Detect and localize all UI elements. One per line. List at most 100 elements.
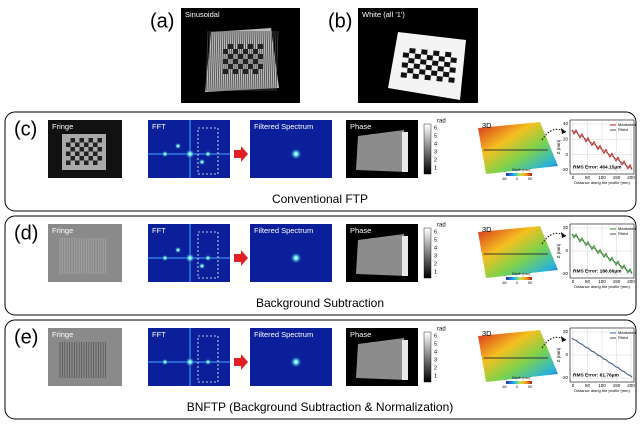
fft-peak <box>205 359 212 366</box>
colorbar-tick: 1 <box>434 373 437 379</box>
plot-ytick: 20 <box>563 137 569 142</box>
depth-tick: 0 <box>516 177 518 181</box>
colorbar-unit: rad <box>437 327 446 333</box>
arrow <box>234 146 248 162</box>
colorbar-unit: rad <box>437 223 446 229</box>
checker <box>80 156 85 161</box>
fft-peak <box>162 359 169 366</box>
colorbar-tick: 6 <box>434 125 437 131</box>
panel-caption: Conventional FTP <box>272 192 368 206</box>
checker <box>424 75 430 81</box>
depth-colorbar <box>506 381 532 384</box>
plot-xlabel: Distance along the profile (mm) <box>574 388 630 393</box>
checker <box>436 76 442 82</box>
checker <box>253 69 258 74</box>
callout-head <box>561 336 566 342</box>
checker <box>438 56 444 62</box>
callout-head <box>561 232 566 238</box>
checker <box>93 143 98 148</box>
depth-tick: 50 <box>528 385 532 389</box>
plot-ytick: 20 <box>563 329 569 334</box>
colorbar-tick: 2 <box>434 261 437 267</box>
checker <box>89 138 94 143</box>
phase-surface <box>356 338 408 380</box>
image-caption: Sinusoidal <box>185 10 220 19</box>
phase-edge <box>402 132 408 172</box>
image-title: Phase <box>350 122 371 131</box>
checker <box>75 143 80 148</box>
colorbar-tick: 3 <box>434 149 437 155</box>
checker <box>248 54 253 59</box>
checker <box>233 49 238 54</box>
checker <box>420 59 426 65</box>
depth-tick: 0 <box>516 281 518 285</box>
checker <box>223 59 228 64</box>
image-title: FFT <box>152 226 166 235</box>
checker <box>425 65 431 71</box>
checker <box>431 70 437 76</box>
checker <box>75 161 80 166</box>
checker <box>80 138 85 143</box>
panel-caption: Background Subtraction <box>256 296 384 310</box>
rms-error: RMS Error: 186.66μm <box>573 268 622 274</box>
image-title: Fringe <box>52 330 73 339</box>
checker <box>89 147 94 152</box>
checker <box>238 54 243 59</box>
fft-peak <box>199 263 206 270</box>
page: {"top": [ {"label": "(a)", "inset": "Sin… <box>0 0 642 427</box>
checker <box>228 54 233 59</box>
rms-error: RMS Error: 61.76μm <box>573 372 619 378</box>
checker <box>403 52 409 58</box>
fft-peak <box>185 357 195 367</box>
checker <box>437 66 443 72</box>
plot-xlabel: Distance along the profile (mm) <box>574 180 630 185</box>
fft-peak <box>185 149 195 159</box>
colorbar-tick: 5 <box>434 133 437 139</box>
checker <box>409 48 415 54</box>
colorbar-tick: 3 <box>434 357 437 363</box>
depth-tick: -50 <box>501 385 506 389</box>
checker <box>419 69 425 75</box>
colorbar-tick: 2 <box>434 365 437 371</box>
checker <box>258 64 263 69</box>
checker <box>66 143 71 148</box>
callout-head <box>561 128 566 134</box>
depth-tick: 50 <box>528 177 532 181</box>
checker <box>248 64 253 69</box>
checker <box>253 49 258 54</box>
figure: (a)Sinusoidal(b)White (all '1')(c)Fringe… <box>0 0 642 427</box>
colorbar-tick: 5 <box>434 341 437 347</box>
plot-ytick: 0 <box>565 152 568 157</box>
colorbar-tick: 4 <box>434 245 437 251</box>
phase-surface <box>356 130 408 172</box>
image-title: Filtered Spectrum <box>254 226 313 235</box>
fft-peak <box>162 151 169 158</box>
plot-xlabel: Distance along the profile (mm) <box>574 284 630 289</box>
plot-ylabel: Z (mm) <box>556 243 561 258</box>
fft-peak <box>205 255 212 262</box>
panel-caption: BNFTP (Background Subtraction & Normaliz… <box>187 400 454 414</box>
checker <box>450 57 456 63</box>
checker <box>71 138 76 143</box>
colorbar-tick: 1 <box>434 165 437 171</box>
image-title: 3D <box>482 121 492 130</box>
checker <box>66 152 71 157</box>
checker <box>98 147 103 152</box>
checker <box>258 44 263 49</box>
image-title: 3D <box>482 329 492 338</box>
checker <box>402 62 408 68</box>
checker <box>98 156 103 161</box>
checker <box>427 55 433 61</box>
panel-label: (b) <box>328 10 352 32</box>
checker <box>84 152 89 157</box>
plot-ylabel: Z (mm) <box>556 139 561 154</box>
depth-label: Depth (mm) <box>512 272 530 276</box>
checker <box>71 156 76 161</box>
image-title: Phase <box>350 330 371 339</box>
filtered-peak <box>290 148 302 160</box>
depth-tick: -50 <box>501 177 506 181</box>
fft-peak <box>175 143 182 150</box>
plot-ytick: 0 <box>565 248 568 253</box>
colorbar-tick: 1 <box>434 269 437 275</box>
checker <box>228 64 233 69</box>
